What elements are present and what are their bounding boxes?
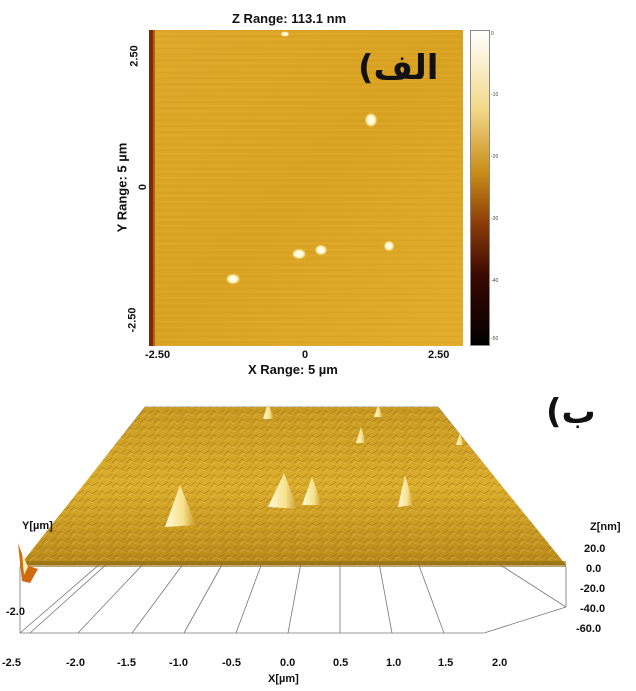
colorbar-tick-0: 0 bbox=[491, 31, 494, 37]
x-tick-right: 2.50 bbox=[428, 349, 450, 361]
panel-label-alef: الف) bbox=[358, 48, 439, 88]
x-tick-3d-7: 1.0 bbox=[386, 657, 402, 669]
x-tick-3d-9: 2.0 bbox=[492, 657, 508, 669]
x-tick-3d-6: 0.5 bbox=[333, 657, 349, 669]
x-axis-label-3d: X[µm] bbox=[268, 673, 299, 685]
colorbar-tick-1: -10 bbox=[491, 92, 499, 98]
x-tick-3d-3: -1.0 bbox=[169, 657, 188, 669]
afm-height-map bbox=[149, 30, 463, 346]
z-tick-1: 20.0 bbox=[584, 543, 606, 555]
z-range-title: Z Range: 113.1 nm bbox=[232, 11, 347, 26]
y-axis-label-3d: Y[µm] bbox=[22, 520, 53, 532]
x-tick-mid: 0 bbox=[302, 349, 309, 361]
x-range-label: X Range: 5 µm bbox=[248, 362, 338, 377]
colorbar bbox=[470, 30, 490, 346]
x-tick-3d-0: -2.5 bbox=[2, 657, 21, 669]
x-tick-3d-1: -2.0 bbox=[66, 657, 85, 669]
colorbar-tick-5: -50 bbox=[491, 336, 499, 342]
z-tick-5: -60.0 bbox=[576, 623, 602, 635]
x-tick-3d-2: -1.5 bbox=[117, 657, 136, 669]
y-tick-top: 2.50 bbox=[128, 45, 141, 67]
afm-3d-surface bbox=[0, 385, 636, 691]
z-tick-3: -20.0 bbox=[580, 583, 606, 595]
x-tick-3d-8: 1.5 bbox=[438, 657, 454, 669]
colorbar-tick-2: -20 bbox=[491, 154, 499, 160]
z-axis-label: Z[nm] bbox=[590, 521, 621, 533]
panel-label-beh: ب) bbox=[546, 392, 596, 432]
z-tick-4: -40.0 bbox=[580, 603, 606, 615]
y-tick-mid: 0 bbox=[137, 183, 150, 191]
y-tick-bottom: -2.50 bbox=[126, 307, 139, 333]
z-tick-2: 0.0 bbox=[586, 563, 602, 575]
x-tick-3d-5: 0.0 bbox=[280, 657, 296, 669]
colorbar-tick-4: -40 bbox=[491, 278, 499, 284]
x-tick-left: -2.50 bbox=[145, 349, 171, 361]
x-tick-3d-4: -0.5 bbox=[222, 657, 241, 669]
y-range-label: Y Range: 5 µm bbox=[114, 142, 130, 233]
colorbar-tick-3: -30 bbox=[491, 216, 499, 222]
y-tick-3d: -2.0 bbox=[6, 606, 25, 618]
afm-height-map-image bbox=[149, 30, 463, 346]
